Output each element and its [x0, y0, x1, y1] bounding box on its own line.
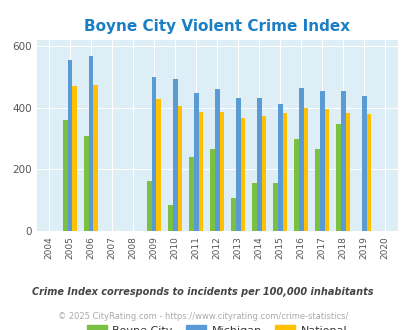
Text: Crime Index corresponds to incidents per 100,000 inhabitants: Crime Index corresponds to incidents per… [32, 287, 373, 297]
Text: © 2025 CityRating.com - https://www.cityrating.com/crime-statistics/: © 2025 CityRating.com - https://www.city… [58, 313, 347, 321]
Bar [303, 108, 307, 231]
Bar [252, 182, 256, 231]
Bar [214, 89, 219, 231]
Bar [194, 93, 198, 231]
Bar [68, 60, 72, 231]
Bar [93, 85, 98, 231]
Bar [89, 56, 93, 231]
Bar [156, 99, 161, 231]
Bar [151, 77, 156, 231]
Bar [189, 157, 194, 231]
Bar [84, 136, 89, 231]
Bar [319, 91, 324, 231]
Bar [315, 148, 319, 231]
Bar [210, 148, 214, 231]
Legend: Boyne City, Michigan, National: Boyne City, Michigan, National [82, 321, 351, 330]
Bar [366, 114, 370, 231]
Bar [273, 182, 277, 231]
Title: Boyne City Violent Crime Index: Boyne City Violent Crime Index [84, 19, 350, 34]
Bar [324, 109, 328, 231]
Bar [198, 112, 202, 231]
Bar [72, 86, 77, 231]
Bar [340, 91, 345, 231]
Bar [240, 118, 245, 231]
Bar [231, 198, 235, 231]
Bar [261, 116, 266, 231]
Bar [219, 112, 224, 231]
Bar [361, 96, 366, 231]
Bar [298, 88, 303, 231]
Bar [147, 181, 151, 231]
Bar [256, 98, 261, 231]
Bar [294, 139, 298, 231]
Bar [345, 114, 350, 231]
Bar [282, 113, 286, 231]
Bar [277, 104, 282, 231]
Bar [235, 98, 240, 231]
Bar [173, 79, 177, 231]
Bar [177, 106, 182, 231]
Bar [63, 120, 68, 231]
Bar [168, 205, 173, 231]
Bar [335, 123, 340, 231]
